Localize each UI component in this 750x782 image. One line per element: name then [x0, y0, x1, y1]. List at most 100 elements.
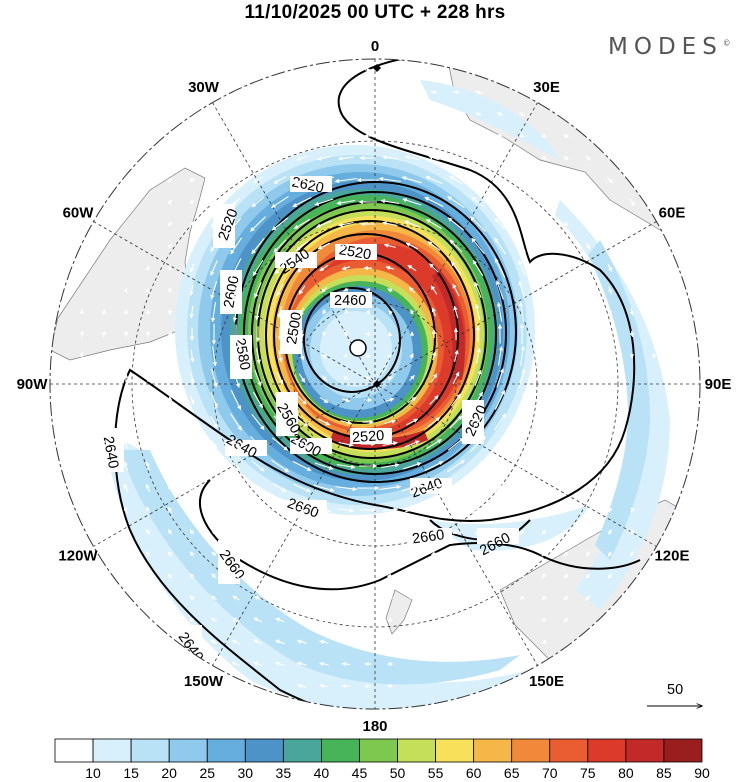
wind-vector	[297, 395, 307, 405]
wind-vector	[380, 198, 400, 205]
wind-vector	[563, 308, 569, 316]
wind-vector	[101, 330, 107, 338]
wind-vector	[189, 221, 195, 227]
colorbar-label: 55	[428, 765, 444, 781]
wind-vector	[673, 331, 678, 338]
wind-vector	[387, 376, 393, 381]
wind-vector	[408, 89, 416, 95]
wind-vector	[276, 371, 284, 385]
wind-vector	[254, 155, 263, 161]
wind-vector	[497, 346, 504, 366]
wind-vector	[541, 529, 547, 535]
wind-vector	[495, 197, 505, 207]
wind-vector	[190, 485, 195, 491]
wind-vector	[452, 529, 460, 535]
wind-vector	[475, 551, 481, 556]
wind-vector	[123, 309, 128, 315]
colorbar-label: 90	[694, 765, 710, 781]
wind-vector	[271, 437, 289, 451]
wind-vector	[586, 419, 591, 425]
wind-vector	[428, 507, 440, 513]
wind-vector	[475, 303, 481, 320]
colorbar-label: 80	[618, 765, 634, 781]
wind-vector	[563, 221, 569, 227]
wind-vector	[190, 440, 195, 447]
wind-vector	[541, 395, 547, 405]
wind-vector	[79, 416, 85, 427]
wind-vector	[190, 349, 195, 363]
wind-vector	[123, 528, 129, 536]
colorbar-swatch	[625, 738, 665, 763]
wind-vector	[123, 483, 129, 493]
wind-vector	[409, 573, 415, 578]
wind-vector	[232, 176, 240, 184]
wind-vector	[231, 639, 241, 645]
wind-vector	[519, 484, 525, 492]
wind-vector	[425, 218, 442, 230]
wind-vector	[474, 507, 482, 513]
wind-vector	[452, 89, 460, 95]
wind-vector	[145, 528, 151, 536]
modes-logo: MODES©	[608, 34, 731, 60]
wind-vector	[189, 573, 195, 579]
wind-vector	[447, 195, 465, 209]
wind-vector	[453, 305, 459, 319]
wind-vector	[475, 573, 481, 578]
wind-vector	[541, 155, 547, 160]
wind-vector	[190, 372, 195, 384]
wind-vector	[497, 133, 503, 138]
wind-vector	[123, 351, 129, 360]
wind-vector	[79, 309, 84, 315]
wind-vector	[251, 196, 265, 208]
wind-vector	[404, 440, 420, 448]
wind-vector	[542, 349, 547, 363]
wind-vector	[518, 280, 526, 300]
wind-vector	[494, 390, 506, 410]
contour-label: 2460	[334, 293, 366, 309]
wind-vector	[211, 573, 217, 579]
longitude-labels: 0 30E 60E 90E 120E 150E 180 150W 120W 90W 60W 30W	[17, 38, 732, 735]
wind-vector	[541, 133, 547, 138]
wind-vector	[382, 441, 398, 447]
colorbar-swatch	[54, 738, 94, 763]
wind-vector	[607, 242, 613, 251]
colorbar-swatch	[206, 738, 246, 763]
wind-vector	[319, 396, 329, 404]
wind-vector	[607, 308, 612, 316]
wind-vector	[334, 177, 357, 184]
colorbar-label: 35	[276, 765, 292, 781]
wind-vector	[585, 177, 591, 183]
wind-vector	[274, 261, 286, 275]
wind-vector	[585, 242, 591, 250]
wind-vector	[449, 239, 463, 253]
wind-vector	[563, 177, 569, 183]
wind-vector	[519, 595, 525, 600]
wind-vector	[190, 242, 195, 250]
wind-vector	[586, 507, 591, 513]
wind-vector	[519, 155, 525, 160]
wind-vector	[518, 439, 526, 449]
wind-vector	[189, 263, 195, 273]
wind-vector	[409, 134, 415, 139]
wind-vector	[585, 155, 591, 161]
wind-vector	[275, 155, 285, 161]
wind-vector	[167, 287, 172, 293]
wind-vector	[518, 462, 526, 470]
colorbar-label: 15	[123, 765, 139, 781]
colorbar-swatch	[587, 738, 627, 763]
wind-vector	[494, 217, 506, 231]
wind-vector	[341, 529, 351, 535]
wind-vector	[608, 507, 613, 513]
contour-2460	[303, 287, 401, 393]
wind-vector	[388, 310, 393, 315]
wind-vector	[189, 551, 195, 557]
wind-vector	[79, 438, 84, 450]
wind-vector	[299, 529, 305, 534]
wind-vector	[402, 462, 422, 470]
wind-vector	[255, 529, 261, 535]
wind-vector	[497, 573, 503, 578]
wind-vector	[453, 573, 459, 578]
wind-vector	[606, 176, 614, 184]
wind-vector	[407, 264, 417, 272]
wind-vector	[296, 683, 307, 688]
